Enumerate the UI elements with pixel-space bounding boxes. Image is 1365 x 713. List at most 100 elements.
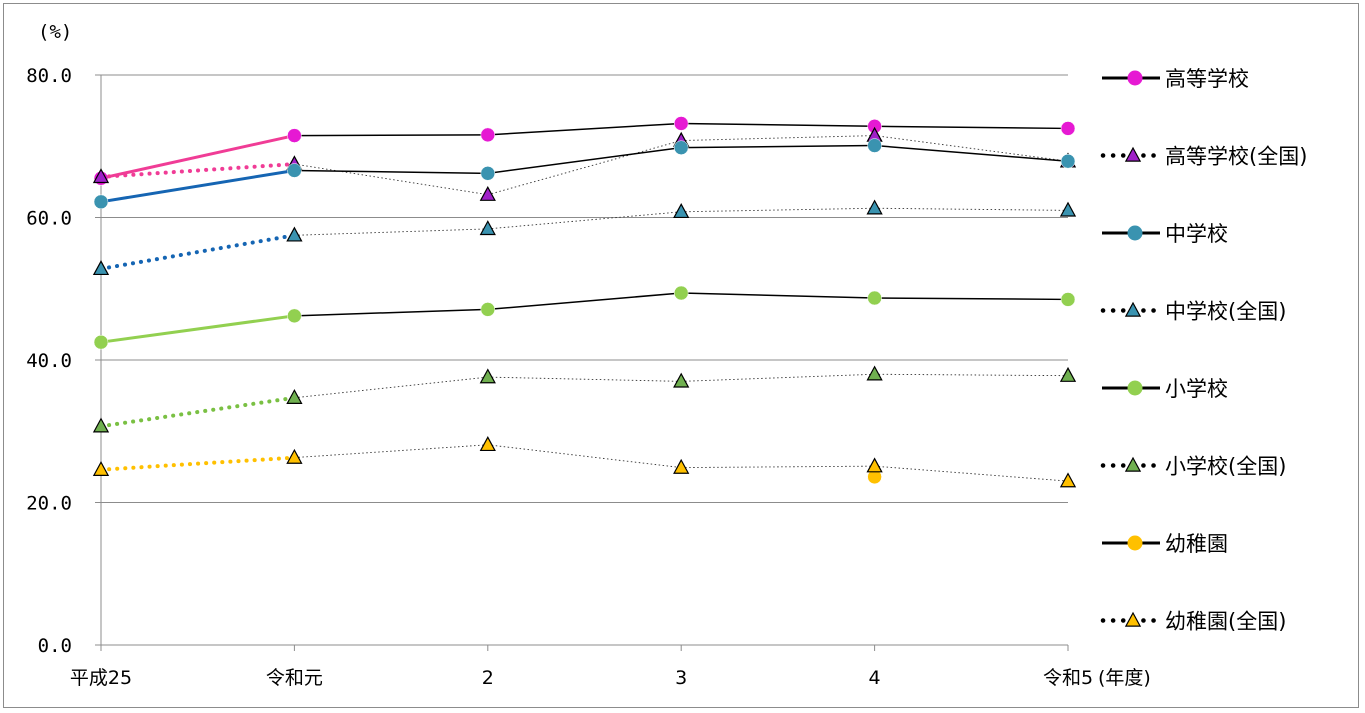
series-line-segment [874,465,1069,482]
data-point [673,116,689,131]
series-line-segment [99,395,297,429]
series-line-segment [99,162,297,179]
x-tick-label: 2 [482,667,494,689]
legend-label: 高等学校 [1165,67,1249,91]
series-line-segment [487,122,682,136]
series-line-segment [874,125,1069,130]
y-tick-label: 60.0 [26,208,72,230]
series-line-segment [487,444,682,469]
series-line-segment [294,444,488,459]
data-point [1060,292,1076,307]
y-unit-label: (%) [38,21,72,43]
series-line-segment [681,144,875,149]
data-point [866,199,883,215]
y-tick-label: 20.0 [26,493,72,515]
data-point [286,389,303,404]
series-line-segment [487,140,682,196]
series-line-segment [294,308,488,317]
series-line-segment [294,228,488,236]
legend-marker [1124,146,1142,162]
data-point [479,368,496,384]
series-line-segment [681,292,875,299]
legend-marker [1124,301,1142,317]
series-line-segment [874,373,1069,377]
legend-marker [1124,611,1142,627]
data-point [1059,201,1077,217]
series-line-segment [874,135,1069,162]
data-point [480,302,496,317]
data-point [673,203,690,219]
legend-label: 高等学校(全国) [1165,145,1307,169]
series-幼稚園(全国) [92,436,1077,488]
series-高等学校(全国) [92,126,1077,201]
legend-item: 幼稚園(全国) [1100,610,1286,634]
data-point [286,448,303,464]
series-line-segment [100,168,295,204]
series-line-segment [99,455,297,472]
series-line-segment [294,169,488,175]
legend-item: 高等学校(全国) [1100,145,1307,169]
legend-marker [1127,225,1143,241]
legend-label: 小学校 [1165,377,1228,401]
legend-item: 高等学校 [1102,67,1249,91]
data-point [1060,121,1076,136]
legend-marker [1124,456,1142,472]
series-line-segment [681,373,875,382]
x-unit-label: (年度) [1098,667,1151,689]
data-point [1059,366,1077,382]
series-line-segment [294,376,488,399]
data-point [92,460,110,476]
series-line-segment [294,134,488,137]
data-point [867,138,882,153]
legend-label: 幼稚園(全国) [1165,610,1286,634]
legend-marker [1127,70,1143,86]
series-line-segment [681,207,875,213]
series-line-segment [487,376,682,382]
series-line-segment [294,163,488,196]
series-line-segment [487,146,682,175]
series-line-segment [874,144,1069,162]
series-line-segment [874,297,1069,301]
data-point [287,128,302,143]
y-tick-label: 0.0 [38,635,72,657]
x-tick-labels: 平成25 令和元 2 3 4 令和5 (年度) [70,667,1151,689]
series-line-segment [100,314,295,344]
x-tick-label: 平成25 [70,667,132,689]
series-line-segment [487,211,682,230]
grid-lines [101,74,1068,503]
legend-label: 中学校 [1165,222,1228,246]
data-point [1059,472,1077,488]
series-line-segment [681,465,875,469]
data-point [92,260,110,276]
data-point [866,457,883,473]
legend-label: 小学校(全国) [1165,455,1286,479]
series-line-segment [681,135,875,141]
legend-marker [1127,380,1143,396]
series-小学校(全国) [92,365,1077,433]
legend-item: 小学校 [1102,377,1228,401]
data-point [867,290,882,306]
series-中学校(全国) [92,199,1077,276]
data-point [93,194,109,210]
legend-label: 幼稚園 [1165,532,1228,556]
legend-marker [1127,535,1143,551]
series-line-segment [874,207,1069,211]
data-point [1060,153,1076,169]
data-point [480,166,496,181]
legend-item: 幼稚園 [1102,532,1228,556]
data-point [480,127,496,143]
x-tick-label: 3 [675,667,687,689]
series-line-segment [681,122,875,128]
series-line-segment [487,292,682,311]
x-tick-label: 令和5 [1043,667,1093,689]
data-point [286,226,303,242]
data-point [92,417,110,433]
data-point [287,163,302,178]
data-point [479,185,496,201]
data-point [866,365,883,381]
data-point [479,220,496,236]
data-point [673,372,690,388]
series-高等学校 [93,116,1076,186]
legend-item: 中学校(全国) [1100,300,1286,324]
